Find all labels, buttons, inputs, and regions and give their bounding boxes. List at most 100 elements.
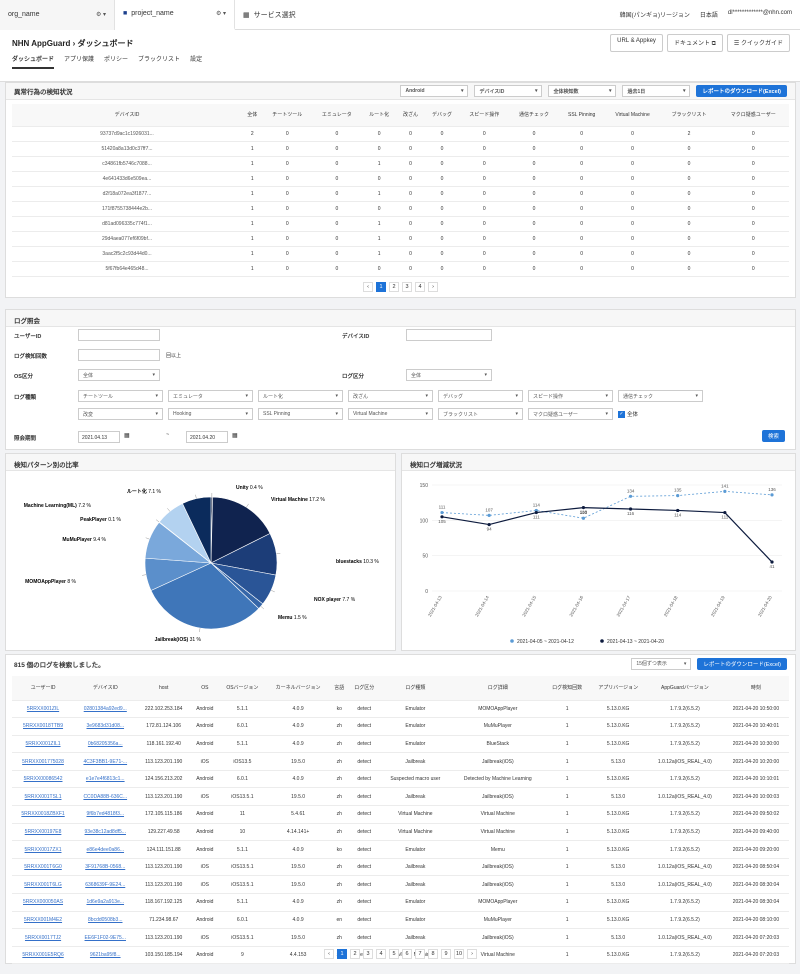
table-row[interactable]: 5RRXX000050AS 1d6e9a2a913e... 118.167.192.… — [12, 893, 789, 912]
data-point[interactable] — [487, 522, 491, 527]
data-point[interactable] — [581, 506, 586, 510]
user-id-link[interactable]: 5RRXX001T6LG — [12, 875, 75, 895]
page-1[interactable]: 1 — [337, 949, 347, 959]
table-row[interactable]: 29d4aea077ef6f09bf... 1 0 0 1 0 0 0 0 0 0 0 0 — [12, 231, 789, 247]
log-kind-select[interactable]: ルート化 ▾ — [258, 390, 343, 402]
prev-page-icon[interactable]: ‹ — [324, 949, 334, 959]
data-point[interactable] — [723, 489, 727, 493]
user-id-link[interactable]: 5RRXX00197E8 — [12, 823, 75, 842]
page-2[interactable]: 2 — [389, 282, 399, 292]
next-page-icon[interactable]: › — [428, 282, 438, 292]
table-row[interactable]: 5RRXX001T6LG 6368639F-9E24... 113.123.201.… — [12, 875, 789, 895]
user-id-link[interactable]: 5RRXX0018ZBXF1 — [12, 805, 75, 824]
period-filter[interactable]: 過去1日 ▾ — [622, 85, 691, 97]
device-id-link[interactable]: 3e9683d31d08... — [74, 717, 137, 736]
table-row[interactable]: 5RRXX001ZIL 02801384a92ed9... 222.102.253.… — [12, 700, 789, 719]
next-page-icon[interactable]: › — [467, 949, 477, 959]
table-row[interactable]: 51420a8a13d0c37ff7... 1 0 0 0 0 0 0 0 0 0 0 0 — [12, 141, 789, 157]
region-select[interactable]: 韓国(パンギョ)リージョン — [619, 13, 690, 19]
tab-blacklist[interactable]: ブラックリスト — [138, 57, 181, 63]
logtype-select[interactable]: 全体 ▾ — [406, 369, 492, 381]
device-id-link[interactable]: e86e4dee0a86... — [74, 840, 137, 859]
user-id-link[interactable]: 5RRXX001775028 — [12, 752, 75, 771]
table-row[interactable]: 3aac2f5c2c93d44d0... 1 0 0 1 0 0 0 0 0 0 0 0 — [12, 246, 789, 262]
log-kind-select[interactable]: 通信チェック ▾ — [618, 390, 703, 402]
device-id-input[interactable] — [406, 329, 492, 341]
calendar-icon[interactable]: ▦ — [124, 433, 130, 439]
count-filter[interactable]: 全体検知数 ▾ — [548, 85, 617, 97]
device-id-link[interactable]: CC0DA88B-636C... — [74, 787, 137, 807]
legend-label[interactable]: 2021-04-05 ~ 2021-04-12 — [517, 639, 574, 645]
page-3[interactable]: 3 — [402, 282, 412, 292]
date-from-input[interactable]: 2021.04.13 — [78, 431, 120, 443]
user-id-link[interactable]: 5RRXX001ZIL1 — [12, 735, 75, 754]
data-point[interactable] — [487, 513, 491, 517]
table-row[interactable]: 93737d9ac1c1926031... 2 0 0 0 0 0 0 0 0 0 2 0 — [12, 126, 789, 142]
quick-guide-button[interactable]: ☰ クイックガイド — [726, 34, 790, 52]
table-row[interactable]: 5f67fb64e465d48... 1 0 0 0 0 0 0 0 0 0 0 0 — [12, 261, 789, 277]
table-row[interactable]: 5RRXX001ZIL1 0b68205356a... 118.161.192.40… — [12, 735, 789, 754]
table-row[interactable]: d81ad096335c774f1... 1 0 0 1 0 0 0 0 0 0 0 0 — [12, 216, 789, 232]
table-row[interactable]: 5RRXX0018ZBXF1 9f6b7ed4818f3... 172.105.11… — [12, 805, 789, 824]
log-kind-select[interactable]: スピード操作 ▾ — [528, 390, 613, 402]
log-kind-select[interactable]: エミュレータ ▾ — [168, 390, 253, 402]
log-kind-select[interactable]: SSL Pinning ▾ — [258, 408, 343, 420]
user-id-link[interactable]: 5RRXX001T6G0 — [12, 858, 75, 877]
table-row[interactable]: c34861fb5746c7088... 1 0 0 1 0 0 0 0 0 0 0 0 — [12, 156, 789, 172]
log-kind-select[interactable]: 改変 ▾ — [78, 408, 163, 420]
page-4[interactable]: 4 — [415, 282, 425, 292]
page-6[interactable]: 6 — [402, 949, 412, 959]
per-page-select[interactable]: 15個ずつ表示 ▾ — [631, 657, 692, 670]
user-id-link[interactable]: 5RRXX00086542 — [12, 770, 75, 789]
user-id-link[interactable]: 5RRXX001TSL1 — [12, 787, 75, 807]
calendar-icon[interactable]: ▦ — [232, 433, 238, 439]
table-row[interactable]: d2f18a072ea3f1877... 1 0 0 1 0 0 0 0 0 0 0 0 — [12, 186, 789, 202]
os-select[interactable]: 全体 ▾ — [78, 369, 160, 381]
device-id-link[interactable]: 3F91768B-0568... — [74, 858, 137, 877]
page-5[interactable]: 5 — [389, 949, 399, 959]
user-menu[interactable]: dl*************@nhn.com — [727, 10, 792, 16]
device-filter[interactable]: デバイスID ▾ — [474, 85, 543, 97]
table-row[interactable]: 5RRXX001T6G0 3F91768B-0568... 113.123.201.… — [12, 858, 789, 877]
data-point[interactable] — [534, 510, 538, 515]
page-7[interactable]: 7 — [415, 949, 425, 959]
log-kind-select[interactable]: 改ざん ▾ — [348, 390, 433, 402]
page-2[interactable]: 2 — [350, 949, 360, 959]
services-tab[interactable]: ▦ サービス選択 — [235, 0, 315, 30]
log-kind-select[interactable]: Virtual Machine ▾ — [348, 408, 433, 420]
data-point[interactable] — [628, 507, 633, 511]
pie-slice[interactable] — [210, 496, 271, 564]
page-9[interactable]: 9 — [441, 949, 451, 959]
log-kind-select[interactable]: マクロ疑惑ユーザー ▾ — [528, 408, 613, 420]
table-row[interactable]: 5RRXX0017TJ2 EE6F1F02-9E75... 113.123.201.… — [12, 928, 789, 947]
log-kind-select[interactable]: デバッグ ▾ — [438, 390, 523, 402]
tab-app-protect[interactable]: アプリ保護 — [64, 57, 95, 63]
data-point[interactable] — [723, 510, 727, 515]
table-row[interactable]: 5RRXX00197E8 93e38c12ad8df5... 129.227.49.… — [12, 823, 789, 842]
table-row[interactable]: 5RRXX0018TTB9 3e9683d31d08... 172.81.124.1… — [12, 717, 789, 736]
org-tab[interactable]: org_name ⚙ ▾ — [0, 0, 115, 30]
tab-settings[interactable]: 設定 — [190, 57, 203, 63]
result-download-button[interactable]: レポートのダウンロード(Excel) — [697, 657, 787, 670]
table-row[interactable]: 4e641433d6e509ea... 1 0 0 0 0 0 0 0 0 0 0 0 — [12, 171, 789, 187]
detect-count-input[interactable] — [78, 349, 160, 361]
user-id-link[interactable]: 5RRXX001M4E2 — [12, 911, 75, 930]
table-row[interactable]: 171f8755738444e2b... 1 0 0 0 0 0 0 0 0 0 0 0 — [12, 201, 789, 217]
device-id-link[interactable]: 0b68205356a... — [74, 735, 137, 754]
data-point[interactable] — [770, 493, 774, 497]
data-point[interactable] — [676, 508, 680, 513]
log-kind-select[interactable]: Hooking ▾ — [168, 408, 253, 420]
search-button[interactable]: 検索 — [761, 430, 785, 442]
page-3[interactable]: 3 — [363, 949, 373, 959]
data-point[interactable] — [581, 516, 586, 520]
data-point[interactable] — [770, 560, 774, 564]
device-id-link[interactable]: e1e7e4f6813c1... — [74, 770, 137, 789]
gear-icon[interactable]: ⚙ ▾ — [215, 11, 226, 17]
report-download-button[interactable]: レポートのダウンロード(Excel) — [696, 85, 787, 97]
user-id-link[interactable]: 5RRXX0017TJ2 — [12, 928, 75, 947]
page-1[interactable]: 1 — [376, 282, 386, 292]
tab-dashboard[interactable]: ダッシュボード — [12, 54, 55, 69]
data-point[interactable] — [440, 510, 444, 515]
data-point[interactable] — [440, 515, 444, 519]
log-kind-select[interactable]: チートツール ▾ — [78, 390, 163, 402]
